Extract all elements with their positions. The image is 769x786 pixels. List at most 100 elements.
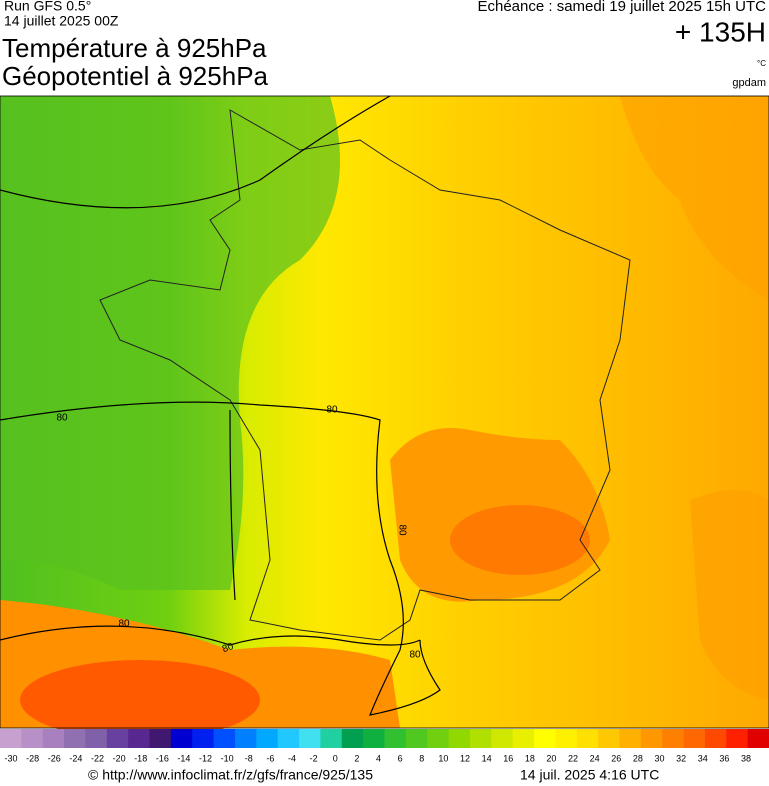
colorbar-swatch — [405, 729, 428, 748]
map-frame — [0, 95, 769, 729]
colorbar-swatch — [234, 729, 257, 748]
colorbar-label: 0 — [333, 753, 338, 763]
colorbar-label: 6 — [398, 753, 403, 763]
warm-zone-east — [690, 490, 769, 700]
colorbar-label: 30 — [655, 753, 665, 763]
colorbar-swatch — [683, 729, 706, 748]
colorbar-swatch — [555, 729, 578, 748]
colorbar: -30 -28 -26 -24 -22 -20 -18 -16 -14 -12 -10 -8 -6 -4-… — [0, 729, 769, 763]
contour-label: 80 — [221, 641, 236, 655]
colorbar-swatch — [726, 729, 749, 748]
colorbar-swatch — [704, 729, 727, 748]
colorbar-swatch — [149, 729, 172, 748]
colorbar-swatch — [21, 729, 44, 748]
colorbar-label: 24 — [590, 753, 600, 763]
colorbar-label: -2 — [310, 753, 318, 763]
colorbar-swatch — [448, 729, 471, 748]
colorbar-swatch — [213, 729, 236, 748]
map — [0, 95, 769, 740]
cool-zone — [0, 96, 340, 590]
colorbar-label: 4 — [376, 753, 381, 763]
title: Température à 925hPa — [2, 33, 267, 63]
colorbar-label: 16 — [503, 753, 513, 763]
lead-time: + 135H — [675, 16, 766, 47]
contour-line — [0, 625, 421, 646]
colorbar-label: -10 — [221, 753, 234, 763]
colorbar-label: -22 — [91, 753, 104, 763]
colorbar-label: -16 — [156, 753, 169, 763]
hot-spot — [20, 660, 260, 740]
colorbar-label: 12 — [460, 753, 470, 763]
colorbar-label: -14 — [177, 753, 190, 763]
contour-label: 80 — [326, 405, 338, 416]
colorbar-label: -4 — [288, 753, 296, 763]
colorbar-label: 8 — [419, 753, 424, 763]
colorbar-label: 18 — [525, 753, 535, 763]
contour-label: 80 — [56, 413, 68, 424]
valid-time: Echéance : samedi 19 juillet 2025 15h UT… — [477, 0, 766, 15]
colorbar-label: 28 — [633, 753, 643, 763]
source: © http://www.infoclimat.fr/z/gfs/france/… — [88, 767, 373, 783]
colorbar-swatch — [42, 729, 65, 748]
contour-labels: 80 80 80 80 80 80 — [56, 405, 421, 661]
colorbar-label: 26 — [611, 753, 621, 763]
colorbar-swatch — [341, 729, 364, 748]
colorbar-label: 20 — [546, 753, 556, 763]
warm-zone-east — [620, 96, 769, 300]
unit-temperature: °C — [757, 59, 766, 68]
colorbar-swatch — [277, 729, 300, 748]
contour-line — [0, 95, 391, 209]
colorbar-swatch — [384, 729, 407, 748]
contour-line — [229, 409, 236, 601]
france-outline — [99, 109, 631, 641]
colorbar-swatch — [192, 729, 215, 748]
colorbar-label: 10 — [438, 753, 448, 763]
contour-label: 80 — [396, 524, 407, 536]
colorbar-label: -28 — [26, 753, 39, 763]
colorbar-label: -20 — [113, 753, 126, 763]
colorbar-swatch — [512, 729, 535, 748]
colorbar-swatch — [320, 729, 343, 748]
colorbar-swatch — [106, 729, 129, 748]
colorbar-swatch — [491, 729, 514, 748]
colorbar-swatch — [363, 729, 385, 748]
colorbar-swatch — [747, 729, 769, 748]
colorbar-label: -12 — [199, 753, 212, 763]
colorbar-swatch — [170, 729, 193, 748]
colorbar-swatch — [598, 729, 620, 748]
colorbar-swatch — [662, 729, 685, 748]
contour-label: 80 — [118, 619, 130, 630]
colorbar-swatch — [576, 729, 599, 748]
colorbar-label: -24 — [69, 753, 82, 763]
contour-line — [0, 401, 441, 716]
colorbar-label: 32 — [676, 753, 686, 763]
run-date: 14 juillet 2025 00Z — [4, 13, 119, 29]
colorbar-swatch — [128, 729, 151, 748]
colorbar-swatch — [534, 729, 556, 748]
colorbar-label: 34 — [698, 753, 708, 763]
colorbar-swatch — [0, 729, 22, 748]
colorbar-label: -8 — [245, 753, 253, 763]
colorbar-swatch — [640, 729, 663, 748]
colorbar-swatch — [299, 729, 321, 748]
colorbar-label: -6 — [266, 753, 274, 763]
unit-geopotential: gpdam — [732, 77, 766, 89]
colorbar-label: -18 — [134, 753, 147, 763]
colorbar-label: 2 — [354, 753, 359, 763]
colorbar-swatch — [85, 729, 108, 748]
contour-label: 80 — [409, 650, 421, 661]
run-label: Run GFS 0.5° — [4, 0, 91, 14]
colorbar-label: 22 — [568, 753, 578, 763]
colorbar-label: 38 — [741, 753, 751, 763]
colorbar-swatch — [64, 729, 86, 748]
colorbar-swatch — [619, 729, 642, 748]
colorbar-swatch — [427, 729, 450, 748]
colorbar-label: 36 — [719, 753, 729, 763]
colorbar-label: 14 — [482, 753, 492, 763]
colorbar-swatch — [256, 729, 279, 748]
colorbar-label: -30 — [4, 753, 17, 763]
hot-spot — [450, 505, 590, 575]
colorbar-swatch — [469, 729, 492, 748]
timestamp: 14 juil. 2025 4:16 UTC — [520, 767, 659, 783]
